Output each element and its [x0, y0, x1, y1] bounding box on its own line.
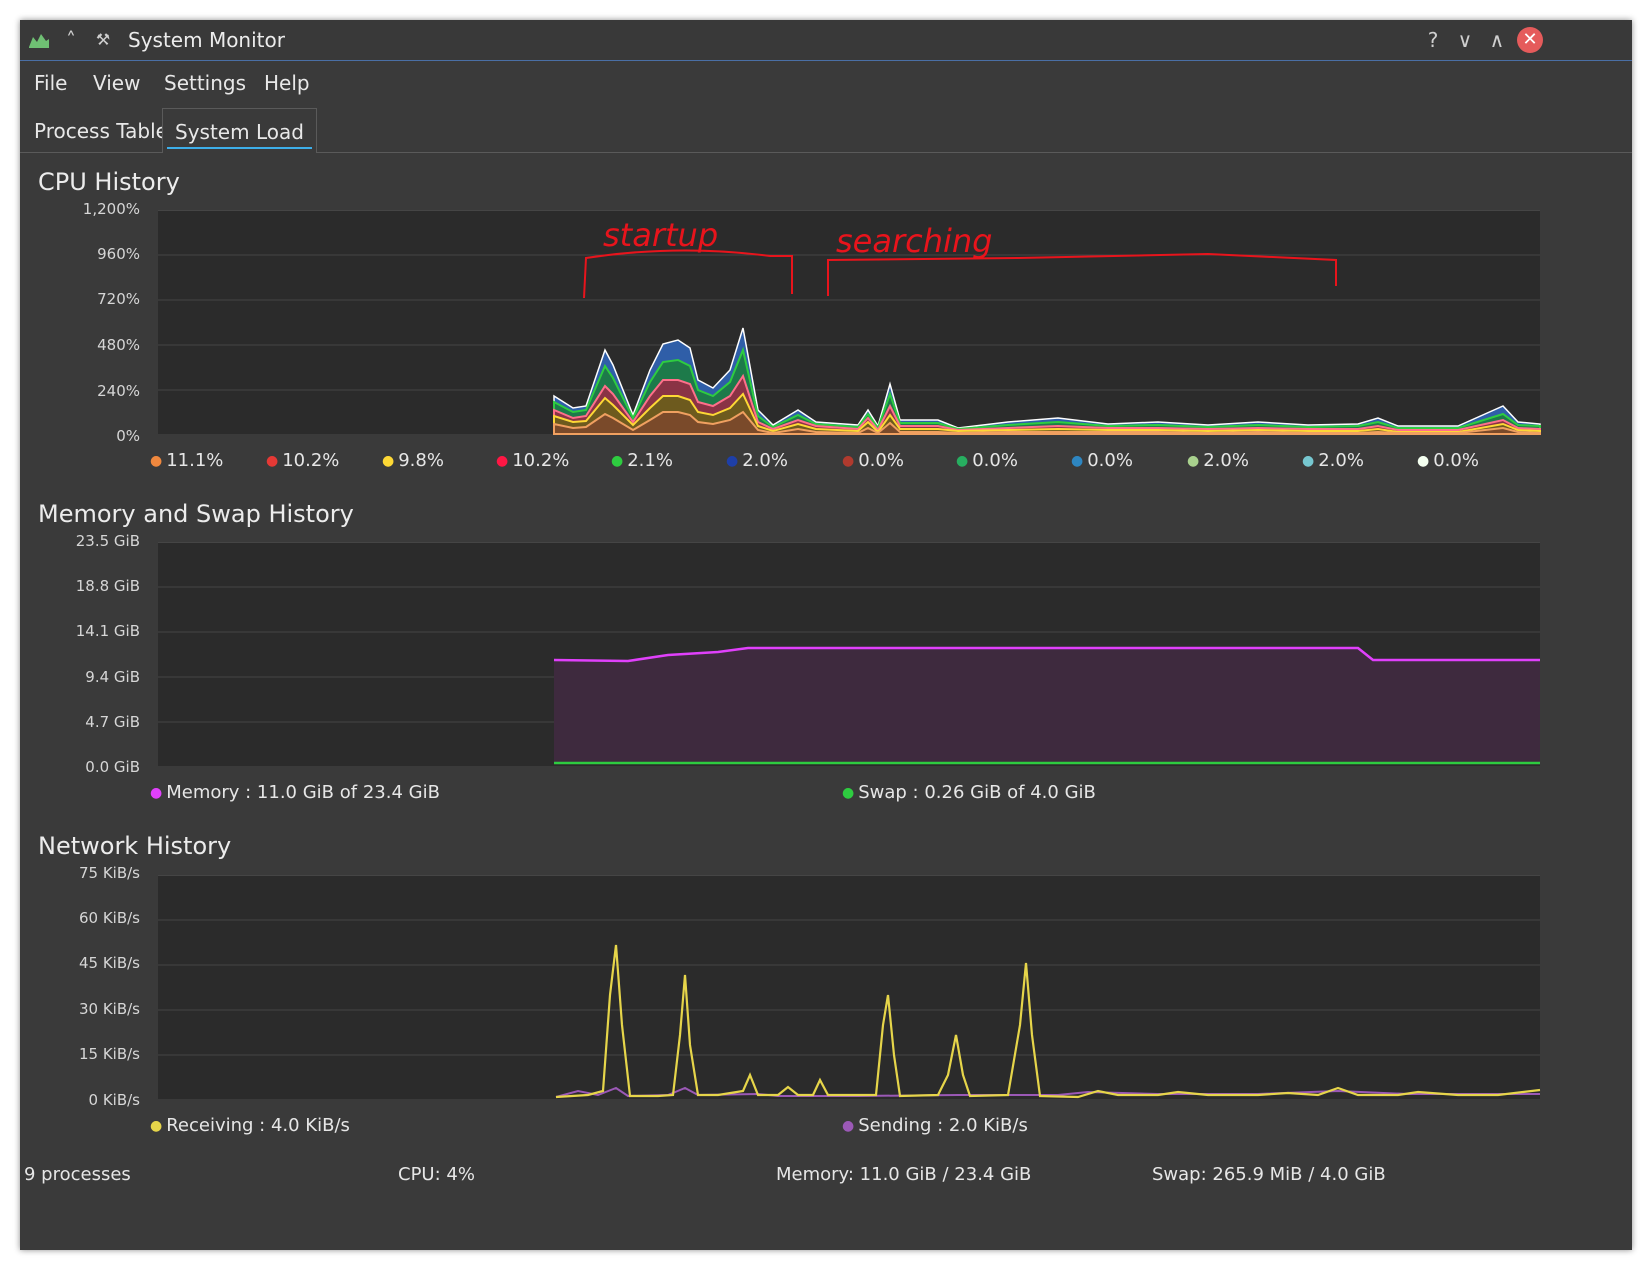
memory-y-tick: 9.4 GiB	[85, 668, 140, 686]
title-bar: ˄ ⚒ System Monitor ? ∨ ∧ ✕	[20, 20, 1632, 61]
cpu-legend-item: ● 0.0%	[1071, 450, 1133, 471]
memory-y-tick: 4.7 GiB	[85, 713, 140, 731]
tab-system-load[interactable]: System Load	[162, 108, 317, 153]
status-memory: Memory: 11.0 GiB / 23.4 GiB	[776, 1164, 1032, 1185]
close-button[interactable]: ✕	[1517, 27, 1543, 53]
cpu-y-tick: 0%	[116, 427, 140, 445]
cpu-history-title: CPU History	[38, 168, 180, 196]
window: ˄ ⚒ System Monitor ? ∨ ∧ ✕ File View Set…	[20, 20, 1632, 1250]
menu-bar: File View Settings Help	[20, 61, 1632, 105]
active-tab-indicator	[167, 147, 312, 149]
cpu-legend-item: ● 11.1%	[150, 450, 224, 471]
cpu-legend-item: ● 2.0%	[726, 450, 788, 471]
maximize-button[interactable]: ∧	[1489, 28, 1505, 52]
cpu-legend-item: ● 10.2%	[266, 450, 340, 471]
tab-process-table[interactable]: Process Table	[34, 119, 168, 143]
startup-bracket	[583, 249, 793, 299]
cpu-chart: startup searching	[158, 210, 1541, 435]
swap-legend: ● Swap : 0.26 GiB of 4.0 GiB	[842, 782, 1096, 803]
status-processes: 9 processes	[24, 1164, 131, 1185]
pin-icon[interactable]: ⚒	[95, 30, 111, 49]
cpu-y-tick: 240%	[97, 382, 140, 400]
status-bar: 9 processes CPU: 4% Memory: 11.0 GiB / 2…	[20, 1160, 1632, 1190]
tab-system-load-label: System Load	[175, 120, 304, 144]
memory-history-title: Memory and Swap History	[38, 500, 354, 528]
network-history-title: Network History	[38, 832, 232, 860]
cpu-legend-item: ● 0.0%	[1417, 450, 1479, 471]
memory-y-tick: 14.1 GiB	[75, 622, 140, 640]
app-icon	[28, 29, 50, 53]
network-y-tick: 45 KiB/s	[78, 954, 140, 972]
cpu-legend-item: ● 2.1%	[611, 450, 673, 471]
cpu-legend-item: ● 0.0%	[842, 450, 904, 471]
help-button[interactable]: ?	[1427, 28, 1439, 52]
network-y-tick: 15 KiB/s	[78, 1045, 140, 1063]
tab-bar: Process Table System Load	[20, 108, 1632, 153]
window-title: System Monitor	[128, 28, 285, 52]
cpu-y-tick: 960%	[97, 245, 140, 263]
cpu-y-tick: 480%	[97, 336, 140, 354]
cpu-chart-svg: startup searching	[158, 210, 1541, 435]
menu-help[interactable]: Help	[264, 71, 310, 95]
receiving-series-line	[555, 944, 1541, 1099]
cpu-y-tick: 720%	[97, 290, 140, 308]
memory-legend: ● Memory : 11.0 GiB of 23.4 GiB	[150, 782, 440, 803]
menu-view[interactable]: View	[93, 71, 141, 95]
memory-y-tick: 18.8 GiB	[75, 577, 140, 595]
network-gridlines	[158, 875, 1540, 1056]
minimize-button[interactable]: ∨	[1457, 28, 1473, 52]
annotation-searching: searching	[836, 222, 992, 260]
cpu-gridlines	[158, 210, 1540, 391]
memory-chart	[158, 542, 1540, 766]
network-y-tick: 0 KiB/s	[88, 1091, 140, 1109]
memory-series-line	[553, 646, 1540, 663]
memory-chart-svg	[158, 542, 1540, 765]
network-y-tick: 75 KiB/s	[78, 864, 140, 882]
receiving-legend: ● Receiving : 4.0 KiB/s	[150, 1115, 350, 1136]
cpu-legend-item: ● 2.0%	[1302, 450, 1364, 471]
status-cpu: CPU: 4%	[398, 1164, 475, 1185]
memory-y-tick: 23.5 GiB	[75, 532, 140, 550]
cpu-legend-item: ● 0.0%	[956, 450, 1018, 471]
memory-y-tick: 0.0 GiB	[85, 758, 140, 776]
keep-above-icon[interactable]: ˄	[66, 28, 76, 52]
network-y-tick: 30 KiB/s	[78, 1000, 140, 1018]
cpu-legend-item: ● 2.0%	[1187, 450, 1249, 471]
network-y-tick: 60 KiB/s	[78, 909, 140, 927]
searching-bracket	[827, 252, 1337, 296]
cpu-legend-item: ● 9.8%	[382, 450, 444, 471]
cpu-legend-item: ● 10.2%	[496, 450, 570, 471]
annotation-startup: startup	[603, 216, 718, 254]
network-chart	[158, 875, 1541, 1099]
cpu-y-tick: 1,200%	[82, 200, 140, 218]
sending-legend: ● Sending : 2.0 KiB/s	[842, 1115, 1028, 1136]
cpu-area-orange	[553, 410, 1541, 435]
status-swap: Swap: 265.9 MiB / 4.0 GiB	[1152, 1164, 1386, 1185]
network-chart-svg	[158, 875, 1541, 1099]
menu-file[interactable]: File	[34, 71, 68, 95]
memory-area	[554, 648, 1540, 763]
menu-settings[interactable]: Settings	[164, 71, 247, 95]
